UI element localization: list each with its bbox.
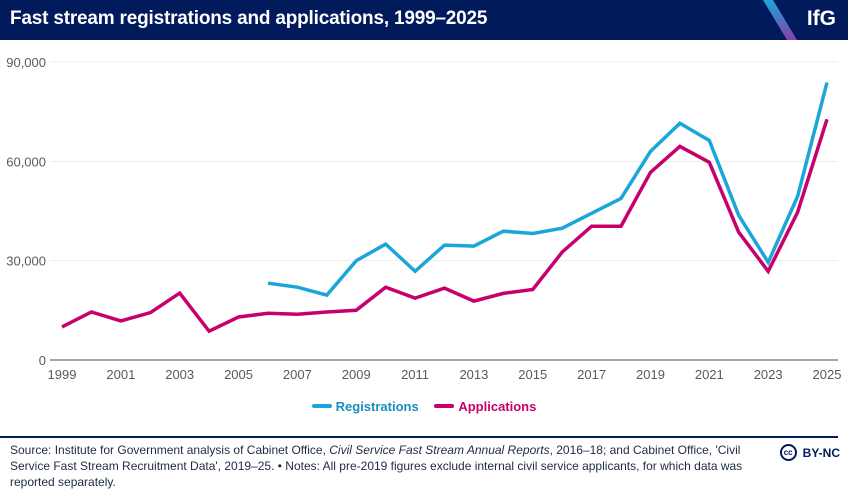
x-tick-label: 2009 [342, 367, 371, 382]
legend-item-applications: Applications [434, 399, 536, 414]
y-tick-label: 0 [39, 353, 46, 368]
x-tick-label: 2003 [165, 367, 194, 382]
logo-stripe-icon [763, 0, 797, 40]
x-tick-label: 2001 [106, 367, 135, 382]
x-tick-label: 2013 [459, 367, 488, 382]
x-tick-label: 2021 [695, 367, 724, 382]
x-tick-label: 2015 [518, 367, 547, 382]
legend-label-applications: Applications [458, 398, 537, 414]
ifg-logo: IfG [806, 7, 836, 30]
x-tick-label: 2025 [813, 367, 842, 382]
source-note: Source: Institute for Government analysi… [10, 442, 770, 490]
source-prefix: Source: Institute for Government analysi… [10, 443, 330, 457]
y-tick-label: 60,000 [6, 154, 46, 169]
legend-label-registrations: Registrations [335, 398, 419, 414]
x-tick-label: 1999 [48, 367, 77, 382]
creative-commons-icon: cc [779, 444, 797, 461]
chart-header: Fast stream registrations and applicatio… [0, 0, 848, 40]
chart-title: Fast stream registrations and applicatio… [10, 8, 488, 29]
source-italic: Civil Service Fast Stream Annual Reports [329, 443, 550, 457]
series-line-applications [61, 118, 829, 334]
legend-item-registrations: Registrations [311, 398, 419, 414]
legend-swatch-registrations [311, 404, 332, 408]
y-tick-label: 30,000 [6, 254, 46, 269]
y-axis-ticks: 0 30,000 60,000 90,000 [6, 55, 46, 368]
x-tick-label: 2007 [283, 367, 312, 382]
chart-legend: Registrations Applications [0, 396, 848, 414]
source-suffix: , 2016–18; and Cabinet Office, 'Civil Se… [10, 443, 743, 489]
series-line-registrations [267, 82, 829, 298]
x-tick-label: 2019 [636, 367, 665, 382]
line-chart: 0 30,000 60,000 90,000 1999 2001 2003 2005 2007… [6, 55, 842, 382]
x-tick-label: 2017 [577, 367, 606, 382]
x-tick-label: 2011 [401, 367, 429, 382]
footer-divider [0, 436, 838, 438]
license-badge: cc BY-NC [779, 444, 840, 461]
legend-swatch-applications [434, 404, 455, 408]
gridlines [50, 61, 838, 361]
license-label: BY-NC [802, 445, 840, 460]
x-tick-label: 2023 [754, 367, 783, 382]
y-tick-label: 90,000 [6, 55, 46, 70]
x-axis-ticks: 1999 2001 2003 2005 2007 2009 2011 2013 2015 2017… [48, 367, 842, 382]
series-lines [61, 82, 829, 334]
x-tick-label: 2005 [224, 367, 253, 382]
